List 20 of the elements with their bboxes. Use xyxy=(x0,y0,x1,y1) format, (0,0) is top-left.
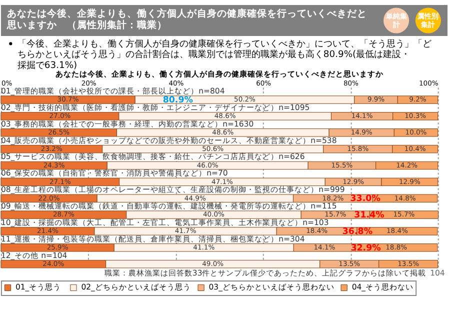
annotation: 36.8% xyxy=(342,227,373,238)
chart-title: あなたは今後、企業よりも、働く方個人が自身の健康確保を行っていくべきだと思いますか xyxy=(55,68,384,79)
legend-label: 01_そう思う xyxy=(15,282,62,292)
legend-label: 03_どちらかといえばそう思わない xyxy=(208,282,334,292)
y-tick-label: 09_輸送・機械運転の職業（鉄道・自動車等の運転、建設機械・発電所等の運転など）n=115 xyxy=(0,201,337,210)
y-tick-label: 03_事務的職業（会社での一般事務・経理、内勤の営業など）n=1630 xyxy=(0,119,254,128)
y-tick-label: 10_建設・採掘の職業（大工、配管工・左官工、電気工事作業員、土木作業員など）n=103 xyxy=(0,218,329,227)
text: 104 xyxy=(430,268,445,278)
legend-label: 04_そう思わない xyxy=(352,282,414,292)
text: あなたは今後、企業よりも、働く方個人が自身の健康確保を行っていくべきだと思いますか （属性別集計：職業） xyxy=(6,8,367,32)
y-tick-label: 12_その他 n=104 xyxy=(0,250,68,260)
y-tick-label: 05_サービスの職業（美容、飲食物調理、接客・給仕、パチンコ店店員など）n=626 xyxy=(0,152,305,162)
legend-label: 02_どちらかといえばそう思う xyxy=(81,282,191,292)
y-tick-label: 11_運搬・清掃・包装等の職業（配送員、倉庫作業員、清掃員、梱包業など）n=304 xyxy=(0,234,305,244)
chart-subtitle: 「今後、企業よりも、働く方個人が自身の健康確保を行っていくべきか」について、「そう思う」「どちらかといえばそう思う」の合計割合は、職業別では管理的職業が最も高く80.9%(最低は建設・採掘で63.1%) xyxy=(17,38,432,71)
text: 職業：農林漁業は回答数33件とサンプル僅少であったため、上記グラフからは除いて掲載 xyxy=(104,268,426,278)
y-tick-label: 01_管理的職業（会社や役所での課長・部長以上など）n=804 xyxy=(0,86,225,96)
y-tick-label: 06_保安の職業（自衛官・警察官・消防員や警備員など）n=70 xyxy=(0,168,228,178)
y-tick-label: 04_販売の職業（小売店やショップなどでの販売や外勤のセールス、不動産営業など）n=538 xyxy=(0,136,337,145)
y-tick-label: 08_生産工程の職業（工場のオペレーターや組立て、生産設備の制御・監視の仕事など）n=999 xyxy=(0,185,345,194)
